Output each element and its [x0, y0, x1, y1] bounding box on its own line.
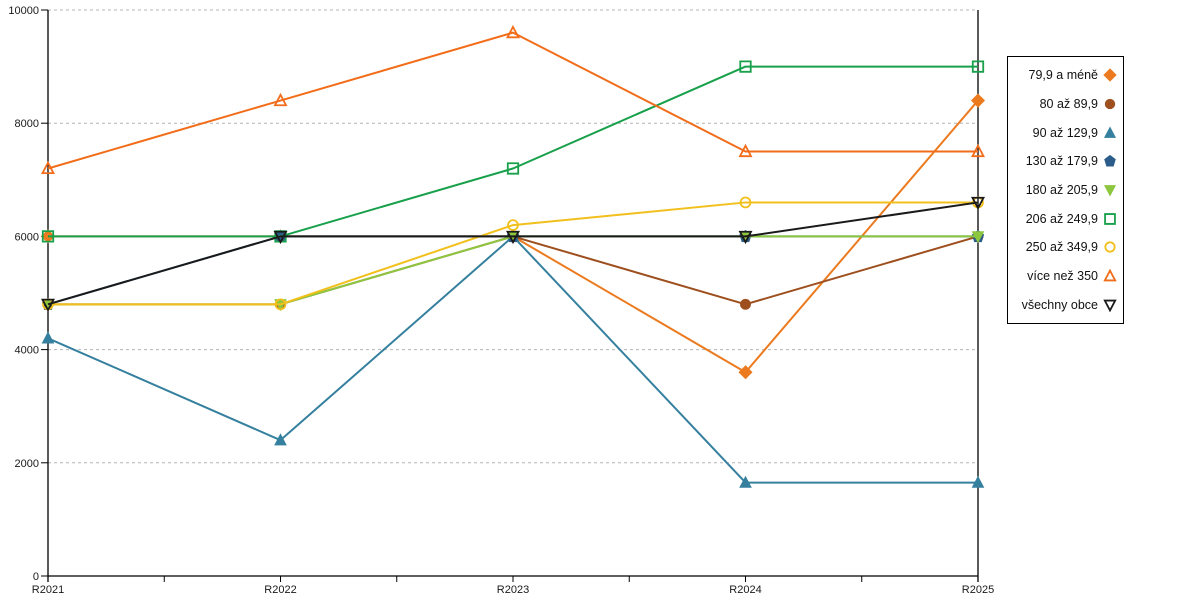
y-tick-label: 6000: [15, 231, 39, 243]
marker-triangle-up: [971, 475, 985, 488]
series-line-4: [48, 235, 978, 306]
marker-circle: [1104, 98, 1116, 110]
marker-triangle-up: [971, 143, 985, 158]
x-tick-label: R2023: [497, 584, 529, 596]
marker-triangle-down: [1103, 185, 1117, 197]
y-tick-label: 4000: [15, 345, 39, 357]
legend-label: 80 až 89,9: [1039, 96, 1098, 111]
marker-triangle-down: [273, 230, 288, 245]
legend-item: 180 až 205,9: [1014, 183, 1117, 197]
legend-item: 80 až 89,9: [1014, 97, 1117, 111]
x-tick-label: R2021: [32, 584, 64, 596]
marker-pentagon: [1104, 155, 1116, 167]
marker-square: [41, 230, 55, 243]
legend-marker-pentagon: [1104, 155, 1116, 167]
marker-triangle-down: [1103, 299, 1117, 312]
legend-marker-triangle-down: [1103, 185, 1117, 197]
marker-square: [739, 60, 752, 73]
series-line-3: [47, 235, 978, 306]
marker-triangle-up: [273, 92, 288, 107]
y-tick-label: 0: [33, 571, 39, 583]
marker-triangle-up: [739, 475, 752, 488]
marker-circle: [507, 219, 519, 231]
legend-label: 206 až 249,9: [1025, 211, 1098, 226]
legend-item: všechny obce: [1014, 298, 1117, 312]
marker-triangle-down: [41, 298, 55, 313]
marker-triangle-down: [506, 230, 520, 245]
marker-triangle-up: [1103, 268, 1117, 282]
marker-triangle-up: [41, 331, 55, 344]
marker-triangle-down: [971, 196, 985, 211]
x-tick-label: R2025: [962, 584, 994, 596]
legend-label: 130 až 179,9: [1025, 154, 1098, 169]
marker-triangle-up: [506, 24, 520, 39]
legend-marker-triangle-up: [1103, 126, 1117, 138]
marker-triangle-down: [971, 231, 985, 244]
legend-item: 90 až 129,9: [1014, 126, 1117, 140]
legend-label: 250 až 349,9: [1025, 240, 1098, 255]
marker-triangle-down: [738, 230, 753, 245]
legend-marker-square: [1104, 212, 1116, 225]
marker-square: [971, 60, 985, 73]
marker-diamond: [970, 93, 986, 108]
marker-circle: [274, 298, 287, 311]
marker-triangle-up: [738, 143, 753, 158]
marker-diamond: [738, 365, 753, 380]
series-line-5: [48, 65, 978, 238]
legend-marker-diamond: [1103, 68, 1117, 83]
legend-marker-circle: [1104, 241, 1116, 253]
legend-marker-triangle-up: [1103, 268, 1117, 282]
x-tick-label: R2024: [729, 584, 761, 596]
marker-circle: [1104, 241, 1116, 253]
marker-triangle-up: [41, 160, 55, 175]
marker-square: [506, 162, 520, 175]
legend-label: 90 až 129,9: [1032, 125, 1098, 140]
legend-label: 180 až 205,9: [1025, 182, 1098, 197]
marker-triangle-up: [1103, 126, 1117, 138]
x-tick-label: R2022: [264, 584, 296, 596]
series-line-2: [47, 235, 978, 484]
y-tick-label: 8000: [15, 118, 39, 130]
series-line-7: [47, 31, 978, 170]
series-line-1: [48, 235, 979, 306]
y-tick-label: 2000: [15, 458, 39, 470]
series-line-8: [47, 201, 979, 306]
marker-square: [1104, 212, 1116, 225]
legend-item: 206 až 249,9: [1014, 212, 1117, 226]
marker-circle: [739, 196, 752, 209]
marker-diamond: [1103, 68, 1117, 83]
legend-item: 79,9 a méně: [1014, 68, 1117, 82]
legend-label: všechny obce: [1021, 297, 1098, 312]
legend-marker-circle: [1104, 98, 1116, 110]
marker-triangle-up: [274, 433, 287, 446]
legend-item: více než 350: [1014, 268, 1117, 283]
y-tick-label: 10000: [8, 5, 39, 17]
legend-marker-triangle-down: [1103, 299, 1117, 312]
series-line-6: [48, 201, 978, 306]
legend-label: 79,9 a méně: [1028, 68, 1099, 83]
legend: 79,9 a méně 80 až 89,9 90 až 129,9 130 až 1…: [1007, 56, 1124, 324]
legend-item: 250 až 349,9: [1014, 240, 1117, 254]
legend-item: 130 až 179,9: [1014, 154, 1117, 168]
marker-circle: [740, 298, 751, 310]
legend-label: více než 350: [1027, 268, 1098, 283]
